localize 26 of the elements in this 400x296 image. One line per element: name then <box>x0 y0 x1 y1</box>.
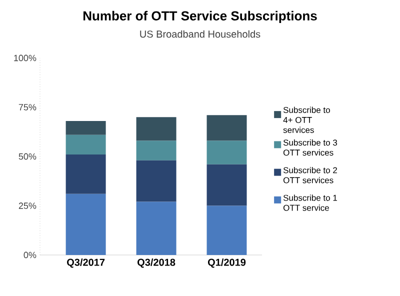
bar <box>206 140 247 164</box>
legend-label: Subscribe to 2 OTT services <box>283 166 337 184</box>
x-tick-label: Q3/2017 <box>67 258 105 268</box>
bar <box>136 160 176 202</box>
x-tick-label: Q3/2018 <box>138 258 176 268</box>
bar <box>136 117 176 141</box>
y-tick-label: 0% <box>24 252 36 258</box>
y-tick-label: 100% <box>14 54 36 62</box>
x-tick-label: Q1/2019 <box>208 258 246 268</box>
y-tick-label: 25% <box>18 202 36 209</box>
y-tick-label: 75% <box>18 104 36 110</box>
legend-label: Subscribe to 1 OTT service <box>283 194 337 211</box>
bar <box>206 115 247 141</box>
bar <box>136 140 176 160</box>
bar <box>66 154 106 194</box>
legend-label: Subscribe to 4+ OTT services <box>283 106 330 133</box>
bar <box>206 164 247 206</box>
chart-subtitle: US Broadband Households <box>140 30 260 38</box>
chart-title: Number of OTT Service Subscriptions <box>83 10 317 24</box>
y-tick-label: 50% <box>18 153 36 160</box>
bar <box>66 194 106 255</box>
legend-label: Subscribe to 3 OTT services <box>283 139 338 156</box>
bar <box>66 134 106 155</box>
bar <box>66 121 106 135</box>
bar <box>206 206 247 255</box>
bar <box>136 202 176 255</box>
